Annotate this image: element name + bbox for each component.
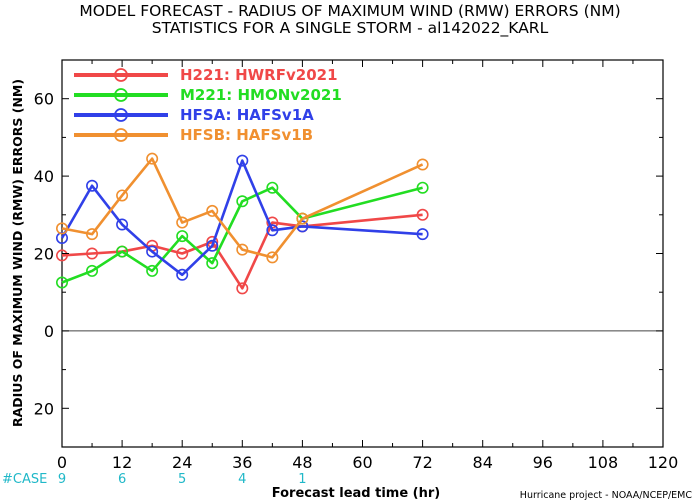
series-point (146, 245, 159, 258)
series-point (86, 247, 99, 260)
series-line (61, 213, 423, 290)
x-axis-label: Forecast lead time (hr) (272, 486, 440, 501)
series-point (236, 154, 249, 167)
series-1 (55, 208, 429, 295)
series-point (86, 179, 99, 192)
series-point (296, 212, 309, 225)
series-point (266, 181, 279, 194)
series-3 (55, 154, 429, 281)
series-2 (55, 181, 429, 289)
legend-swatch-marker (114, 128, 128, 142)
case-count: 9 (58, 472, 66, 487)
plot-frame (61, 59, 664, 448)
x-tick-label: 84 (473, 453, 493, 472)
series-point (416, 208, 429, 221)
series-point (206, 239, 219, 252)
series-point (176, 247, 189, 260)
y-tick-label: 20 (34, 399, 54, 418)
y-tick-label: 20 (34, 245, 54, 264)
x-tick-label: 36 (232, 453, 252, 472)
series-point (116, 218, 129, 231)
series-point (176, 268, 189, 281)
case-count: 1 (298, 472, 306, 487)
x-tick-label: 96 (533, 453, 553, 472)
series-point (206, 257, 219, 270)
legend-entry: M221: HMONv2021 (180, 86, 342, 104)
legend-entry: HFSA: HAFSv1A (180, 106, 314, 124)
series-point (86, 228, 99, 241)
y-tick-label: 40 (34, 167, 54, 186)
x-tick-label: 120 (648, 453, 679, 472)
case-count: 4 (238, 472, 246, 487)
chart-title: MODEL FORECAST - RADIUS OF MAXIMUM WIND … (79, 2, 620, 20)
series-point (55, 222, 68, 235)
series-point (146, 264, 159, 277)
series-point (146, 152, 159, 165)
credit-text: Hurricane project - NOAA/NCEP/EMC (520, 490, 693, 501)
series-point (116, 245, 129, 258)
y-tick-label: 60 (34, 90, 54, 109)
series-point (116, 189, 129, 202)
x-tick-label: 108 (588, 453, 619, 472)
legend-entry: H221: HWRFv2021 (180, 66, 338, 84)
legend-swatch-marker (114, 88, 128, 102)
legend-entry: HFSB: HAFSv1B (180, 126, 313, 144)
series-point (266, 251, 279, 264)
series-point (266, 224, 279, 237)
x-tick-label: 48 (292, 453, 312, 472)
case-label: #CASE (2, 472, 47, 487)
series-point (416, 228, 429, 241)
series-point (55, 249, 68, 262)
series-line (61, 186, 423, 284)
x-tick-label: 24 (172, 453, 192, 472)
series-point (236, 243, 249, 256)
series-line (60, 159, 423, 277)
x-tick-label: 72 (412, 453, 432, 472)
x-tick-label: 60 (352, 453, 372, 472)
y-tick-label: 0 (44, 322, 54, 341)
series-line (61, 157, 424, 259)
x-tick-label: 12 (112, 453, 132, 472)
y-axis-label: RADIUS OF MAXIMUM WIND (RMW) ERRORS (NM) (10, 79, 25, 427)
legend-swatch-marker (114, 68, 128, 82)
series-point (206, 204, 219, 217)
series-point (236, 195, 249, 208)
series-point (55, 276, 68, 289)
series-point (86, 264, 99, 277)
series-point (176, 216, 189, 229)
x-tick-label: 0 (57, 453, 67, 472)
case-count: 5 (178, 472, 186, 487)
legend-swatch-marker (114, 108, 128, 122)
series-4 (55, 152, 429, 264)
case-count: 6 (118, 472, 126, 487)
series-point (416, 181, 429, 194)
series-point (416, 158, 429, 171)
chart-subtitle: STATISTICS FOR A SINGLE STORM - al142022… (152, 19, 549, 38)
series-point (236, 282, 249, 295)
series-point (176, 230, 189, 243)
